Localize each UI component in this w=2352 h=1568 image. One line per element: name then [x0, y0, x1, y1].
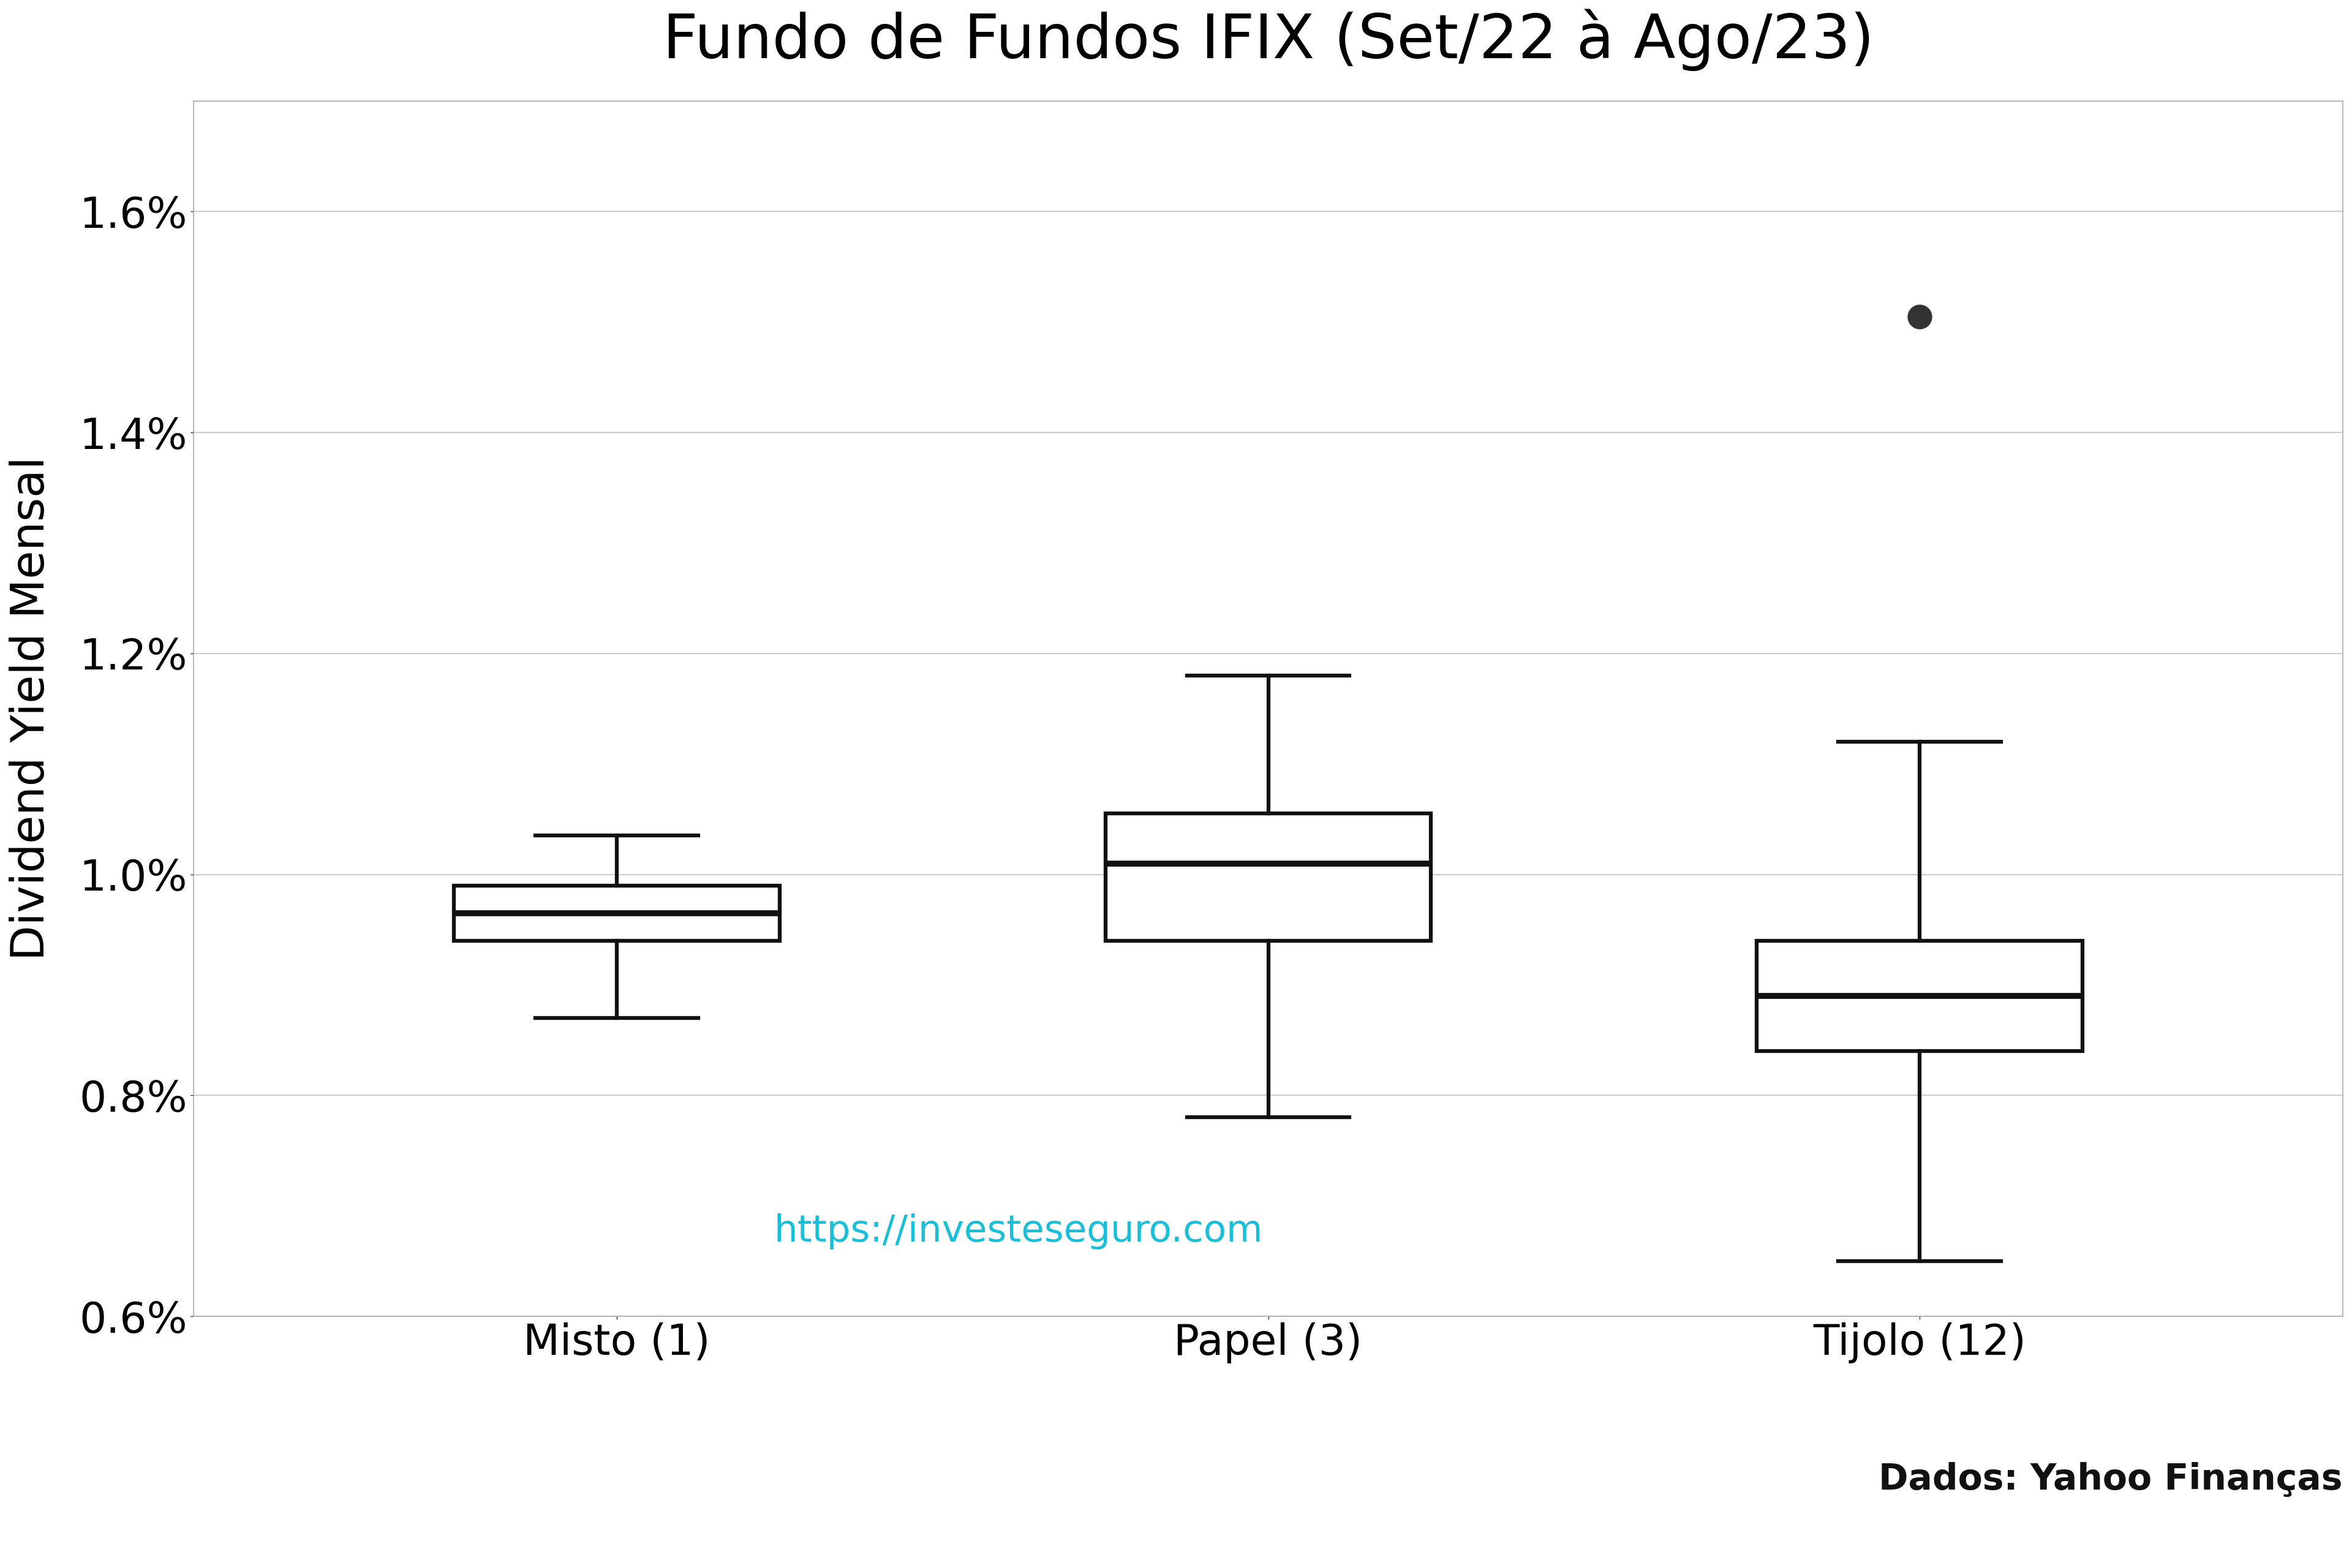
PathPatch shape	[454, 886, 781, 941]
Text: https://investeseguro.com: https://investeseguro.com	[774, 1214, 1263, 1250]
PathPatch shape	[1757, 941, 2082, 1051]
Y-axis label: Dividend Yield Mensal: Dividend Yield Mensal	[9, 456, 54, 961]
Text: Dados: Yahoo Finanças: Dados: Yahoo Finanças	[1879, 1461, 2343, 1497]
Title: Fundo de Fundos IFIX (Set/22 à Ago/23): Fundo de Fundos IFIX (Set/22 à Ago/23)	[663, 9, 1875, 72]
PathPatch shape	[1105, 814, 1430, 941]
